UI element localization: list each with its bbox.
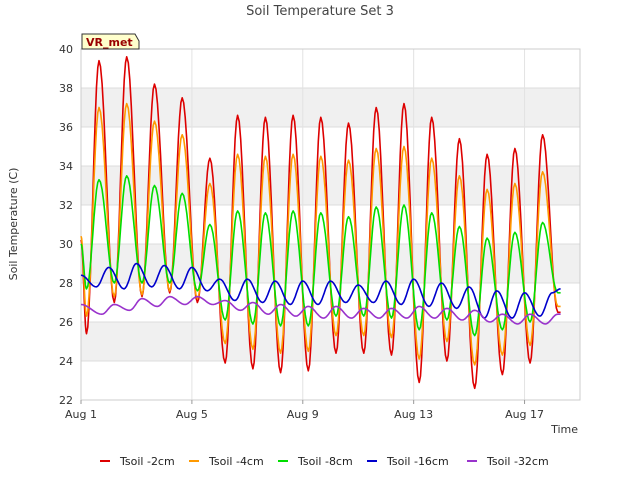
legend-label: Tsoil -4cm (208, 455, 264, 468)
x-tick-label: Aug 1 (65, 408, 97, 421)
legend-item: Tsoil -4cm (189, 455, 264, 468)
station-badge: VR_met (81, 33, 140, 50)
legend: Tsoil -2cm Tsoil -4cm Tsoil -8cm Tsoil -16c… (100, 455, 549, 468)
plot-band (81, 322, 580, 361)
legend-item: Tsoil -8cm (278, 455, 353, 468)
y-tick-label: 28 (59, 277, 73, 290)
plot-band (81, 166, 580, 205)
legend-item: Tsoil -32cm (467, 455, 549, 468)
y-tick-label: 32 (59, 199, 73, 212)
chart-title: Soil Temperature Set 3 (246, 4, 394, 19)
x-tick-label: Aug 13 (394, 408, 433, 421)
x-axis: Aug 1 Aug 5 Aug 9 Aug 13 Aug 17 (65, 400, 544, 421)
series-line-3 (80, 175, 562, 337)
legend-label: Tsoil -32cm (486, 455, 549, 468)
x-axis-label: Time (550, 423, 578, 436)
legend-item: Tsoil -2cm (100, 455, 175, 468)
y-tick-label: 24 (59, 355, 73, 368)
x-tick-label: Aug 5 (176, 408, 208, 421)
y-tick-label: 36 (59, 121, 73, 134)
plot-band (81, 88, 580, 127)
y-axis-label: Soil Temperature (C) (7, 168, 20, 281)
y-tick-label: 30 (59, 238, 73, 251)
series-line-5 (80, 295, 562, 325)
legend-label: Tsoil -16cm (386, 455, 449, 468)
series-line-1 (80, 56, 562, 390)
legend-item: Tsoil -16cm (367, 455, 449, 468)
plot-frame (80, 48, 581, 401)
y-tick-label: 34 (59, 160, 73, 173)
y-tick-label: 38 (59, 82, 73, 95)
y-tick-label: 22 (59, 394, 73, 407)
series-line-4 (80, 262, 561, 319)
series-lines (80, 56, 562, 390)
legend-label: Tsoil -2cm (119, 455, 175, 468)
x-tick-label: Aug 17 (505, 408, 544, 421)
x-tick-label: Aug 9 (287, 408, 319, 421)
y-tick-label: 26 (59, 316, 73, 329)
station-badge-label: VR_met (86, 36, 133, 49)
plot-background (81, 49, 580, 400)
y-tick-label: 40 (59, 43, 73, 56)
legend-label: Tsoil -8cm (297, 455, 353, 468)
y-axis: 22 24 26 28 30 32 34 36 38 40 (59, 43, 73, 407)
series-line-2 (80, 102, 562, 366)
